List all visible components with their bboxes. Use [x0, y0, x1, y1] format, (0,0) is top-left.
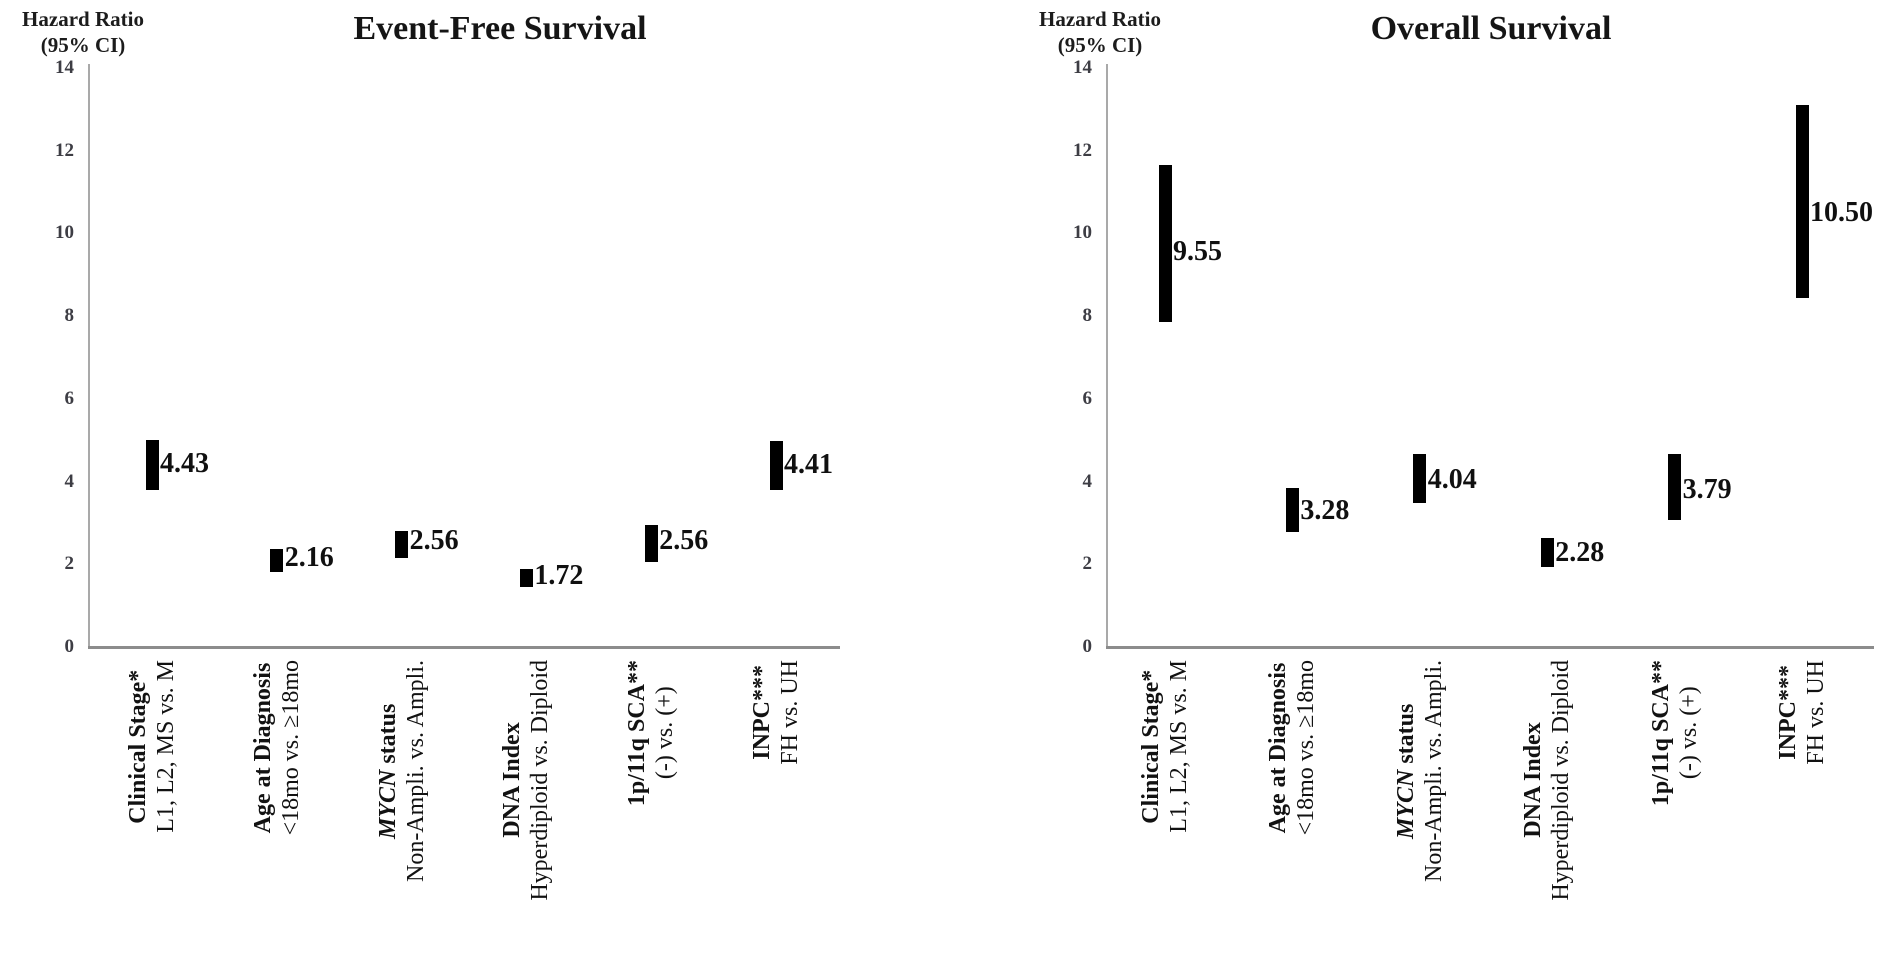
value-label: 3.28	[1300, 495, 1350, 527]
y-tick-label: 14	[55, 57, 74, 78]
value-label: 2.56	[409, 525, 459, 557]
category-name: INPC***	[1775, 665, 1801, 760]
ci-bar	[1285, 487, 1299, 533]
ci-bar	[644, 524, 658, 562]
value-label: 2.28	[1555, 536, 1605, 568]
y-axis-label-line2: (95% CI)	[40, 33, 126, 57]
y-axis-label-line1: Hazard Ratio	[1039, 7, 1161, 31]
y-tick-label: 2	[1082, 553, 1093, 575]
y-tick-label: 2	[64, 553, 75, 575]
x-axis-line	[88, 646, 840, 649]
ci-bar	[1158, 165, 1172, 323]
y-tick-label: 12	[55, 139, 74, 161]
ci-bar	[519, 569, 533, 587]
category-comparison: L1, L2, MS vs. M	[1166, 660, 1192, 833]
y-tick-label: 4	[1082, 470, 1093, 492]
category-name: Age at Diagnosis	[1265, 662, 1292, 834]
y-axis-label: Hazard Ratio (95% CI)	[0, 6, 166, 58]
value-label: 3.79	[1682, 474, 1732, 506]
category-label: Clinical Stage* L1, L2, MS vs. M	[1137, 660, 1193, 833]
value-label: 9.55	[1173, 236, 1222, 268]
category-name: Clinical Stage*	[1138, 669, 1164, 824]
y-tick-label: 4	[64, 470, 75, 492]
y-axis-line	[88, 64, 90, 649]
y-axis-label: Hazard Ratio (95% CI)	[1017, 6, 1183, 58]
y-axis-label-line1: Hazard Ratio	[22, 7, 144, 31]
ci-bar	[270, 548, 284, 572]
y-tick-label: 8	[64, 305, 75, 327]
ci-bar	[1668, 454, 1682, 521]
y-tick-label: 12	[1073, 139, 1092, 161]
category-name: 1p/11q SCA**	[1647, 660, 1674, 807]
category-name: MYCN status	[1392, 703, 1419, 839]
y-tick-label: 10	[1073, 222, 1092, 244]
category-comparison: Hyperdiploid vs. Diploid	[1548, 660, 1575, 901]
value-label: 4.43	[160, 447, 209, 479]
y-axis-line	[1106, 64, 1108, 649]
category-label: INPC*** FH vs. UH	[1774, 660, 1830, 765]
category-name: DNA Index	[1520, 722, 1547, 839]
category-label: DNA Index Hyperdiploid vs. Diploid	[1519, 660, 1575, 901]
category-comparison: <18mo vs. ≥18mo	[1293, 660, 1320, 836]
category-comparison: Non-Ampli. vs. Ampli.	[1420, 660, 1447, 883]
value-label: 1.72	[534, 559, 584, 591]
y-tick-label: 6	[1082, 387, 1093, 409]
y-tick-label: 14	[1073, 57, 1092, 78]
chart-title: Overall Survival	[1370, 10, 1612, 47]
value-label: 10.50	[1810, 196, 1873, 228]
ci-bar	[1795, 105, 1809, 298]
ci-bar	[395, 531, 409, 558]
value-label: 2.16	[284, 541, 334, 573]
ci-bar	[769, 441, 783, 490]
y-tick-label: 0	[1082, 636, 1093, 657]
ci-bar	[145, 440, 159, 490]
value-label: 2.56	[659, 525, 709, 557]
category-label: MYCN status Non-Ampli. vs. Ampli.	[1392, 660, 1448, 882]
y-tick-label: 8	[1082, 305, 1093, 327]
category-label: 1p/11q SCA** (-) vs. (+)	[1647, 660, 1703, 806]
value-label: 4.41	[784, 448, 833, 480]
category-comparison: FH vs. UH	[1803, 660, 1829, 765]
ci-bar	[1540, 538, 1554, 568]
y-tick-label: 6	[64, 387, 75, 409]
value-label: 4.04	[1427, 463, 1477, 495]
chart-title: Event-Free Survival	[353, 10, 647, 47]
x-axis-line	[1106, 646, 1874, 649]
y-tick-label: 0	[64, 636, 75, 657]
category-comparison: (-) vs. (+)	[1675, 686, 1702, 780]
y-axis-label-line2: (95% CI)	[1057, 33, 1143, 57]
y-tick-label: 10	[55, 222, 74, 244]
ci-bar	[1413, 454, 1427, 504]
category-label: Age at Diagnosis <18mo vs. ≥18mo	[1264, 660, 1320, 835]
